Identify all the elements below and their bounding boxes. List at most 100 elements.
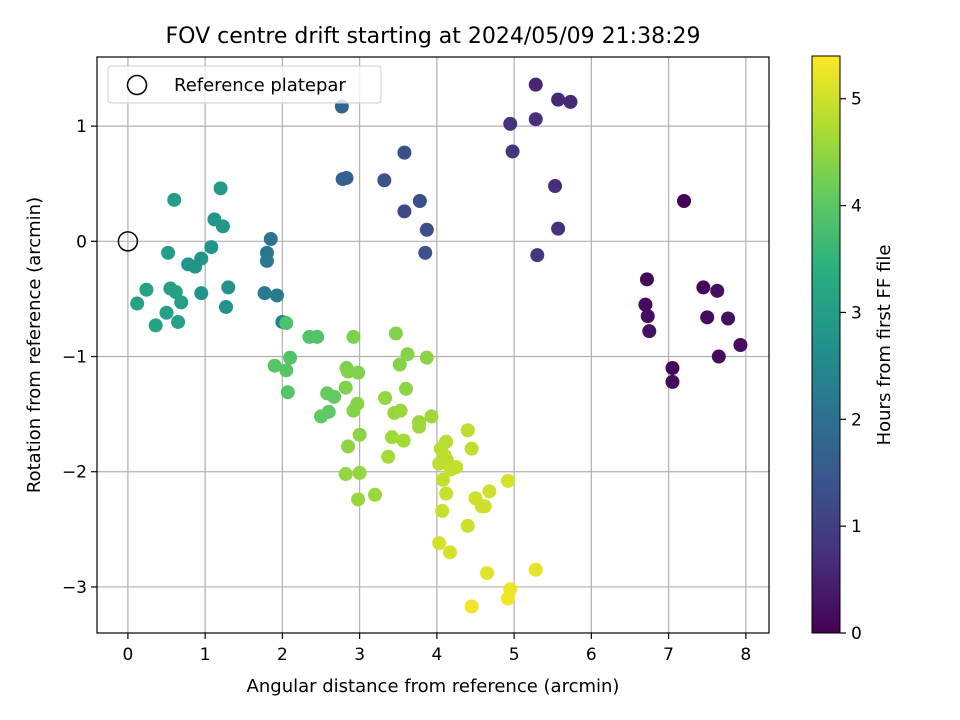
data-point bbox=[548, 179, 563, 194]
data-point bbox=[418, 245, 433, 260]
grid-lines bbox=[97, 57, 769, 633]
data-point bbox=[280, 385, 295, 400]
data-point bbox=[397, 145, 412, 160]
x-tick-label: 2 bbox=[277, 645, 288, 665]
data-point bbox=[393, 403, 408, 418]
y-axis-label: Rotation from reference (arcmin) bbox=[24, 197, 45, 493]
colorbar-tick-label: 3 bbox=[851, 303, 862, 323]
data-point bbox=[503, 116, 518, 131]
data-point bbox=[464, 599, 479, 614]
data-point bbox=[528, 77, 543, 92]
data-point bbox=[283, 350, 298, 365]
data-point bbox=[721, 311, 736, 326]
x-tick-label: 5 bbox=[509, 645, 520, 665]
data-point bbox=[696, 280, 711, 295]
data-point bbox=[218, 299, 233, 314]
data-point bbox=[368, 487, 383, 502]
data-point bbox=[215, 219, 230, 234]
data-point bbox=[464, 441, 479, 456]
data-point bbox=[168, 285, 183, 300]
data-point bbox=[181, 257, 196, 272]
colorbar-tick-label: 1 bbox=[851, 517, 862, 537]
data-point bbox=[221, 280, 236, 295]
x-tick-label: 3 bbox=[354, 645, 365, 665]
data-point bbox=[352, 465, 367, 480]
data-point bbox=[377, 173, 392, 188]
data-point bbox=[639, 272, 654, 287]
x-ticks: 0 1 2 3 4 5 6 7 8 bbox=[122, 633, 751, 665]
data-point bbox=[397, 204, 412, 219]
data-point bbox=[341, 439, 356, 454]
data-point bbox=[310, 329, 325, 344]
data-point bbox=[346, 403, 361, 418]
x-tick-label: 4 bbox=[431, 645, 442, 665]
data-point bbox=[161, 245, 176, 260]
data-point bbox=[436, 472, 451, 487]
data-point bbox=[257, 286, 272, 301]
data-point bbox=[396, 433, 411, 448]
data-point bbox=[346, 329, 361, 344]
data-point bbox=[213, 181, 228, 196]
colorbar-tick-label: 4 bbox=[851, 197, 862, 217]
data-point bbox=[269, 288, 284, 303]
colorbar-tick-label: 0 bbox=[851, 624, 862, 644]
data-point bbox=[130, 296, 145, 311]
data-point bbox=[642, 324, 657, 339]
data-point bbox=[530, 248, 545, 263]
data-point bbox=[551, 221, 566, 236]
data-points bbox=[130, 77, 748, 614]
data-point bbox=[167, 192, 182, 207]
data-point bbox=[171, 314, 186, 329]
data-point bbox=[194, 286, 209, 301]
data-point bbox=[424, 409, 439, 424]
data-point bbox=[159, 305, 174, 320]
x-tick-label: 8 bbox=[740, 645, 751, 665]
data-point bbox=[412, 419, 427, 434]
y-tick-label: 1 bbox=[76, 117, 87, 137]
data-point bbox=[398, 381, 413, 396]
data-point bbox=[733, 338, 748, 352]
legend-entry-reference: Reference platepar bbox=[174, 75, 346, 96]
data-point bbox=[665, 374, 680, 389]
y-ticks: −3 −2 −1 0 1 bbox=[62, 117, 97, 598]
data-point bbox=[700, 310, 715, 325]
y-tick-label: −1 bbox=[62, 348, 87, 368]
legend-marker-icon bbox=[126, 74, 148, 96]
legend: Reference platepar bbox=[107, 65, 382, 104]
data-point bbox=[400, 347, 415, 362]
data-point bbox=[279, 316, 294, 331]
y-tick-label: −2 bbox=[62, 463, 87, 483]
data-point bbox=[419, 222, 434, 237]
data-point bbox=[327, 389, 342, 404]
data-point bbox=[640, 309, 655, 324]
x-tick-label: 1 bbox=[200, 645, 211, 665]
data-point bbox=[500, 591, 515, 606]
colorbar-tick-label: 5 bbox=[851, 90, 862, 110]
data-point bbox=[338, 467, 353, 482]
data-point bbox=[352, 427, 367, 442]
colorbar-label: Hours from first FF file bbox=[874, 245, 895, 446]
data-point bbox=[551, 92, 566, 107]
data-point bbox=[477, 499, 492, 514]
data-point bbox=[432, 456, 447, 471]
colorbar-gradient bbox=[811, 55, 841, 634]
data-point bbox=[460, 423, 475, 438]
data-point bbox=[442, 545, 457, 560]
x-tick-label: 0 bbox=[122, 645, 133, 665]
plot-frame bbox=[96, 56, 770, 634]
data-point bbox=[710, 283, 725, 298]
data-point bbox=[279, 363, 294, 378]
data-point bbox=[139, 282, 154, 297]
x-tick-label: 6 bbox=[586, 645, 597, 665]
data-point bbox=[174, 295, 189, 310]
data-point bbox=[505, 144, 520, 159]
x-axis-label: Angular distance from reference (arcmin) bbox=[247, 676, 620, 697]
chart-title: FOV centre drift starting at 2024/05/09 … bbox=[166, 24, 701, 49]
data-point bbox=[259, 253, 274, 268]
data-point bbox=[449, 460, 464, 475]
data-point bbox=[338, 380, 353, 395]
data-point bbox=[392, 357, 407, 372]
y-tick-label: 0 bbox=[76, 232, 87, 252]
data-point bbox=[432, 536, 447, 551]
